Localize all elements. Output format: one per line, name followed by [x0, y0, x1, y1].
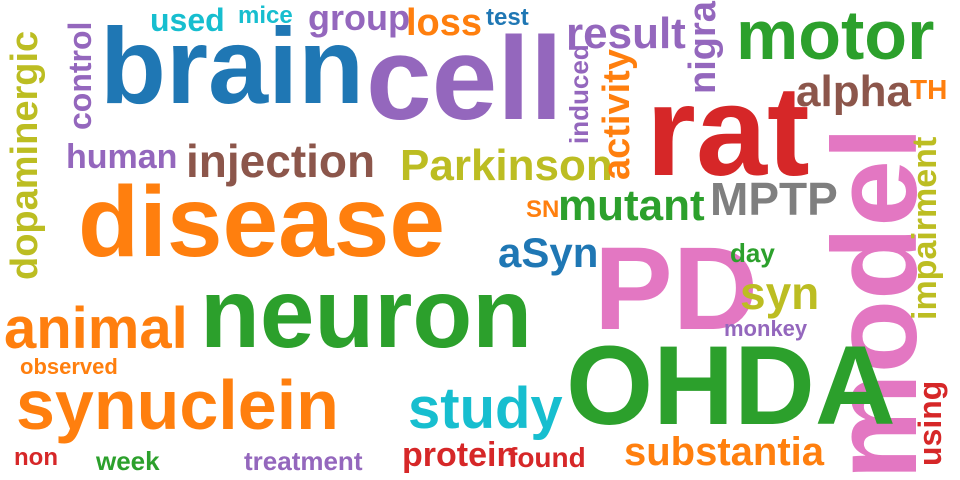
- word-monkey: monkey: [724, 316, 808, 341]
- word-nigra: nigra: [682, 1, 724, 94]
- word-used: used: [150, 2, 225, 38]
- word-human: human: [66, 138, 178, 176]
- word-dopaminergic: dopaminergic: [4, 30, 46, 280]
- word-injection: injection: [186, 135, 376, 187]
- word-group: group: [308, 0, 410, 38]
- word-synuclein: synuclein: [16, 366, 339, 444]
- word-cell: cell: [366, 13, 563, 145]
- word-disease: disease: [78, 166, 445, 278]
- word-substantia: substantia: [624, 430, 825, 474]
- word-control: control: [62, 21, 98, 130]
- word-test: test: [486, 4, 529, 31]
- word-protein: protein: [402, 436, 518, 474]
- word-OHDA: OHDA: [566, 323, 896, 448]
- word-neuron: neuron: [200, 258, 533, 368]
- word-aSyn: aSyn: [498, 229, 599, 276]
- word-non: non: [14, 444, 58, 471]
- word-week: week: [96, 446, 160, 476]
- word-day: day: [730, 238, 775, 268]
- word-loss: loss: [406, 2, 483, 44]
- word-rat: rat: [646, 60, 810, 203]
- word-observed: observed: [20, 354, 118, 379]
- word-syn: syn: [740, 267, 820, 319]
- word-mice: mice: [238, 2, 293, 29]
- word-brain: brain: [100, 5, 365, 126]
- word-impairment: impairment: [906, 136, 944, 320]
- word-Parkinson: Parkinson: [400, 141, 613, 190]
- word-SN: SN: [526, 196, 560, 223]
- word-MPTP: MPTP: [710, 173, 838, 225]
- word-PD: PD: [594, 223, 758, 355]
- word-alpha: alpha: [796, 67, 911, 116]
- word-treatment: treatment: [244, 446, 363, 476]
- word-motor: motor: [736, 0, 935, 74]
- word-result: result: [566, 9, 686, 58]
- word-study: study: [408, 376, 563, 441]
- word-using: using: [912, 380, 948, 466]
- word-mutant: mutant: [558, 181, 705, 230]
- word-TH: TH: [910, 74, 948, 105]
- word-animal: animal: [4, 296, 188, 361]
- word-induced: induced: [564, 44, 594, 144]
- word-activity: activity: [596, 49, 638, 180]
- word-found: found: [508, 442, 586, 473]
